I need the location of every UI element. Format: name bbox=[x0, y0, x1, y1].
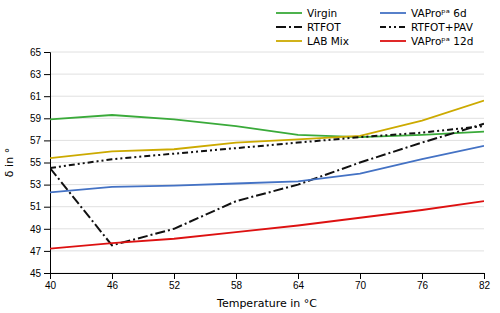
tick-label: 70 bbox=[355, 280, 367, 291]
tick: 46 bbox=[107, 273, 119, 291]
series-line bbox=[50, 124, 484, 246]
series-line bbox=[50, 146, 484, 192]
series-line bbox=[50, 126, 484, 168]
tick: 40 bbox=[45, 273, 57, 291]
tick: 61 bbox=[30, 91, 50, 102]
tick-mark bbox=[44, 118, 50, 119]
tick: 76 bbox=[417, 273, 429, 291]
series-line bbox=[50, 101, 484, 158]
legend-label: RTFOT bbox=[307, 21, 341, 33]
series-line bbox=[50, 201, 484, 249]
tick: 82 bbox=[479, 273, 491, 291]
tick: 58 bbox=[231, 273, 243, 291]
tick-label: 82 bbox=[479, 280, 491, 291]
legend-item: VAProᵖᵃ 12d bbox=[380, 35, 473, 47]
tick-label: 76 bbox=[417, 280, 429, 291]
tick: 65 bbox=[30, 47, 50, 58]
tick-mark bbox=[44, 207, 50, 208]
tick-label: 55 bbox=[30, 157, 42, 168]
axis-line bbox=[44, 53, 51, 274]
grid-line bbox=[50, 96, 484, 97]
tick-mark bbox=[44, 185, 50, 186]
axis-line bbox=[51, 274, 485, 280]
legend-swatch bbox=[380, 40, 406, 42]
grid-line bbox=[50, 118, 484, 119]
tick-mark bbox=[44, 163, 50, 164]
legend-label: VAProᵖᵃ 12d bbox=[411, 35, 473, 47]
tick-mark bbox=[484, 273, 485, 279]
tick-mark bbox=[112, 273, 113, 279]
tick-mark bbox=[44, 273, 50, 274]
grid-line bbox=[50, 162, 484, 163]
tick: 47 bbox=[30, 246, 50, 257]
legend-swatch bbox=[276, 40, 302, 42]
tick-label: 59 bbox=[30, 113, 42, 124]
tick: 70 bbox=[355, 273, 367, 291]
legend-item: VAProᵖᵃ 6d bbox=[380, 7, 467, 19]
legend-label: RTFOT+PAV bbox=[411, 21, 474, 33]
tick-label: 53 bbox=[30, 179, 42, 190]
tick-label: 46 bbox=[107, 280, 119, 291]
legend: Virgin RTFOT LAB Mix VAProᵖᵃ 6d RTFOT+PAV VAP… bbox=[276, 7, 474, 47]
tick: 64 bbox=[293, 273, 305, 291]
tick-label: 49 bbox=[30, 224, 42, 235]
tick-mark bbox=[44, 229, 50, 230]
legend-swatch bbox=[276, 26, 302, 28]
chart: 40 46 52 58 64 70 76 82 45 47 49 51 53 55 57 59 61 63 65 Te… bbox=[0, 0, 500, 313]
tick-mark bbox=[422, 273, 423, 279]
plot: 40 46 52 58 64 70 76 82 45 47 49 51 53 55 57 59 61 63 65 bbox=[30, 47, 491, 291]
tick: 45 bbox=[30, 268, 50, 279]
tick: 57 bbox=[30, 135, 50, 146]
legend-label: Virgin bbox=[307, 7, 337, 19]
tick-label: 64 bbox=[293, 280, 305, 291]
lines bbox=[50, 101, 484, 249]
grid bbox=[50, 52, 484, 273]
tick: 53 bbox=[30, 179, 50, 190]
tick-mark bbox=[298, 273, 299, 279]
tick-label: 57 bbox=[30, 135, 42, 146]
tick: 51 bbox=[30, 201, 50, 212]
legend-item: Virgin bbox=[276, 7, 337, 19]
x-axis-title: Temperature in °C bbox=[216, 297, 317, 310]
tick-mark bbox=[174, 273, 175, 279]
tick-mark bbox=[44, 251, 50, 252]
tick-mark bbox=[44, 140, 50, 141]
legend-swatch bbox=[380, 12, 406, 14]
legend-item: LAB Mix bbox=[276, 35, 349, 47]
legend-item: RTFOT bbox=[276, 21, 341, 33]
x-axis: 40 46 52 58 64 70 76 82 bbox=[45, 273, 491, 291]
tick-label: 40 bbox=[45, 280, 57, 291]
tick: 63 bbox=[30, 69, 50, 80]
tick-label: 51 bbox=[30, 201, 42, 212]
tick: 49 bbox=[30, 224, 50, 235]
tick-label: 61 bbox=[30, 91, 42, 102]
tick-label: 63 bbox=[30, 69, 42, 80]
tick: 55 bbox=[30, 157, 50, 168]
y-axis-title: δ in ° bbox=[3, 148, 16, 177]
legend-swatch bbox=[380, 26, 406, 28]
tick-label: 45 bbox=[30, 268, 42, 279]
legend-label: LAB Mix bbox=[307, 35, 349, 47]
legend-item: RTFOT+PAV bbox=[380, 21, 474, 33]
tick-label: 58 bbox=[231, 280, 243, 291]
legend-label: VAProᵖᵃ 6d bbox=[411, 7, 467, 19]
tick-label: 47 bbox=[30, 246, 42, 257]
grid-line bbox=[50, 250, 484, 251]
tick-mark bbox=[44, 96, 50, 97]
tick-mark bbox=[44, 74, 50, 75]
tick: 52 bbox=[169, 273, 181, 291]
grid-line bbox=[50, 184, 484, 185]
tick-mark bbox=[44, 52, 50, 53]
tick-label: 65 bbox=[30, 47, 42, 58]
tick-label: 52 bbox=[169, 280, 181, 291]
grid-line bbox=[50, 74, 484, 75]
y-axis: 45 47 49 51 53 55 57 59 61 63 65 bbox=[30, 47, 51, 279]
tick-mark bbox=[236, 273, 237, 279]
tick-mark bbox=[360, 273, 361, 279]
legend-swatch bbox=[276, 12, 302, 14]
tick: 59 bbox=[30, 113, 50, 124]
grid-line bbox=[50, 206, 484, 207]
grid-line bbox=[50, 52, 484, 53]
